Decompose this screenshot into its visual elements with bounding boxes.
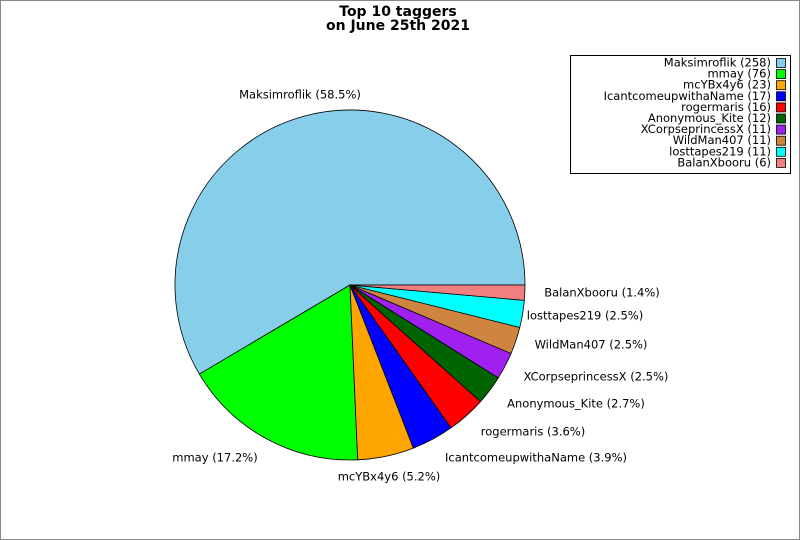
slice-label: rogermaris (3.6%)	[481, 425, 585, 439]
legend-swatch	[776, 146, 786, 157]
slice-label: mmay (17.2%)	[172, 451, 257, 465]
legend-label: Maksimroflik (258)	[664, 56, 771, 70]
legend-swatch	[776, 157, 786, 168]
slice-label: Anonymous_Kite (2.7%)	[507, 397, 645, 411]
legend-label: Anonymous_Kite (12)	[648, 111, 771, 125]
chart-title: on June 25th 2021	[326, 18, 470, 34]
legend-swatch	[776, 91, 786, 102]
legend-label: mmay (76)	[707, 67, 771, 81]
legend-swatch	[776, 124, 786, 135]
legend-label: XCorpseprincessX (11)	[641, 122, 771, 136]
legend-swatch	[776, 58, 786, 68]
legend-label: losttapes219 (11)	[669, 144, 771, 158]
pie-slice	[349, 284, 526, 301]
slice-label: losttapes219 (2.5%)	[527, 309, 643, 323]
slice-label: WildMan407 (2.5%)	[535, 338, 648, 352]
legend-swatch	[776, 135, 786, 146]
legend-swatch	[776, 102, 786, 113]
slice-label: XCorpseprincessX (2.5%)	[524, 370, 669, 384]
legend-label: mcYBx4y6 (23)	[683, 78, 771, 92]
legend-label: IcantcomeupwithaName (17)	[604, 89, 771, 103]
legend-swatch	[776, 80, 786, 91]
legend-label: BalanXbooru (6)	[677, 155, 771, 169]
pie-slice	[198, 284, 359, 461]
pie-slice	[174, 109, 526, 375]
legend-box	[570, 55, 791, 174]
legend-swatch	[776, 113, 786, 124]
slice-label: Maksimroflik (58.5%)	[239, 88, 361, 102]
slice-label: BalanXbooru (1.4%)	[544, 286, 660, 300]
legend-swatch	[776, 69, 786, 79]
legend-label: rogermaris (16)	[681, 100, 771, 114]
slice-label: mcYBx4y6 (5.2%)	[338, 470, 441, 484]
legend-label: WildMan407 (11)	[673, 133, 771, 147]
chart-title: Top 10 taggers	[339, 4, 456, 20]
slice-label: IcantcomeupwithaName (3.9%)	[445, 451, 627, 465]
